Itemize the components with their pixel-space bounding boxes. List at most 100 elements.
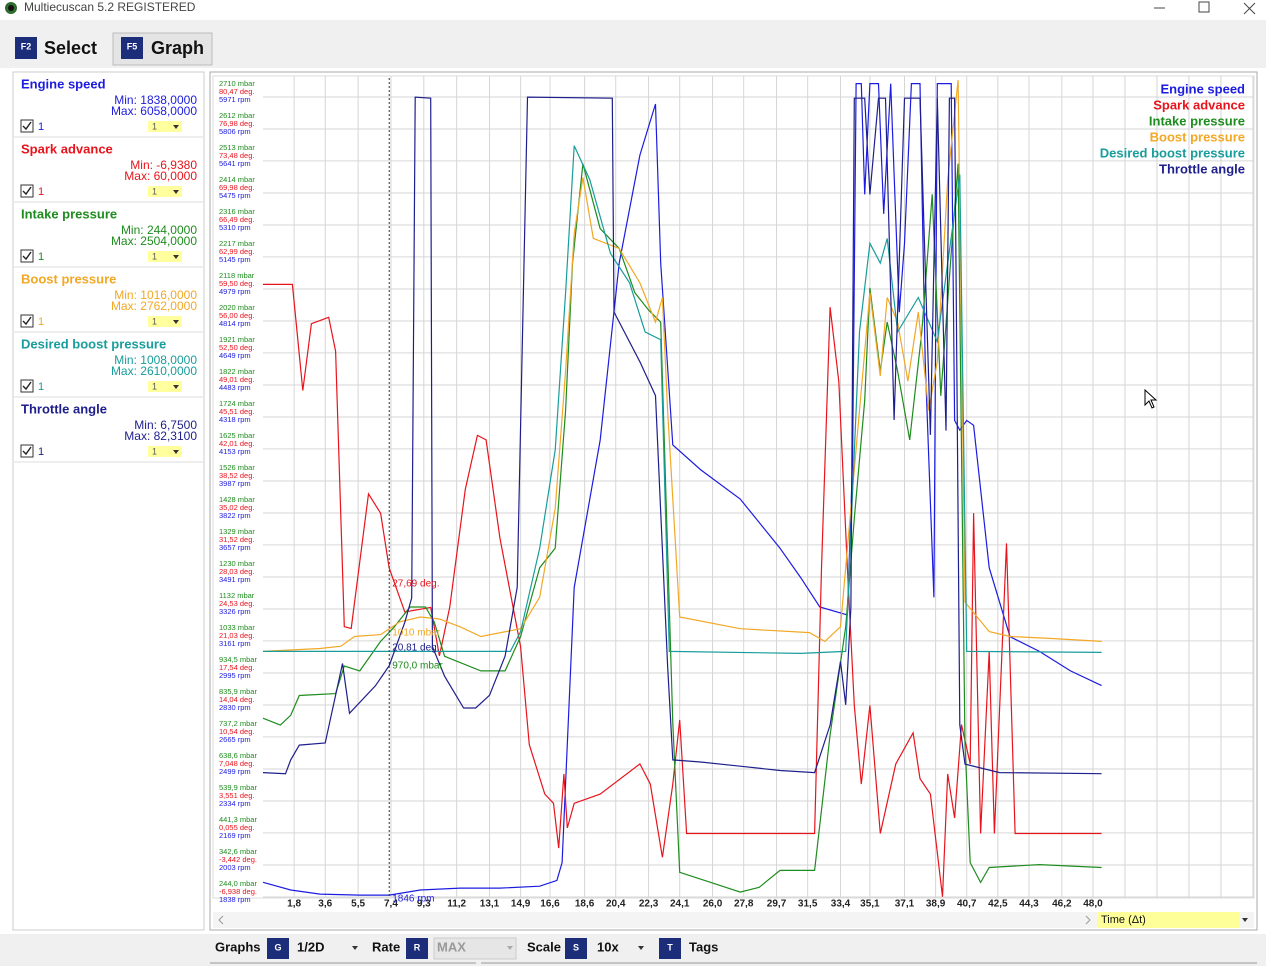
toolbar-value[interactable]: 10x xyxy=(597,939,619,954)
tab-key-label: F2 xyxy=(21,41,32,51)
y-tick-label: 441,3 mbar xyxy=(219,815,257,824)
channel-checkbox[interactable] xyxy=(20,314,34,328)
dropdown-arrow[interactable] xyxy=(638,946,644,950)
x-axis-selector[interactable] xyxy=(1097,912,1240,928)
channel-scale-box[interactable] xyxy=(148,186,182,197)
toolbar-label[interactable]: Tags xyxy=(689,939,718,954)
series-line xyxy=(263,283,1102,897)
legend-entry: Engine speed xyxy=(1160,81,1245,96)
plot-area xyxy=(212,75,1255,899)
y-tick-label: 4153 rpm xyxy=(219,447,251,456)
series-line xyxy=(262,83,1102,896)
check-mark xyxy=(22,251,32,261)
series-line xyxy=(262,80,1102,652)
y-tick-label: 1428 mbar xyxy=(219,495,255,504)
y-tick-label: 4318 rpm xyxy=(219,415,251,424)
rate-box xyxy=(433,937,517,960)
y-tick-label: 1033 mbar xyxy=(219,623,255,632)
y-tick-label: 2612 mbar xyxy=(219,111,255,120)
toolbar-label: Rate xyxy=(372,939,400,954)
channel-scale-box[interactable] xyxy=(148,121,182,132)
check-mark xyxy=(22,381,32,391)
x-tick-label: 37,1 xyxy=(895,899,915,910)
channel-scale-box[interactable] xyxy=(148,251,182,262)
channel-min: Min: 1016,0000 xyxy=(114,288,197,302)
y-tick-label: 1724 mbar xyxy=(219,399,255,408)
app-icon-core xyxy=(8,5,14,11)
dropdown-arrow[interactable] xyxy=(1242,918,1248,922)
dropdown-arrow xyxy=(173,255,179,259)
channel-min: Min: 1008,0000 xyxy=(114,353,197,367)
legend-entry: Spark advance xyxy=(1153,97,1245,112)
x-tick-label: 13,1 xyxy=(480,899,500,910)
channel-max: Max: 2504,0000 xyxy=(111,234,197,248)
x-tick-label: 46,2 xyxy=(1052,899,1072,910)
x-tick-label: 22,3 xyxy=(639,899,659,910)
dropdown-arrow xyxy=(173,450,179,454)
channel-scale-box[interactable] xyxy=(148,316,182,327)
legend-entry: Throttle angle xyxy=(1159,161,1245,176)
y-tick-label: -6,938 deg. xyxy=(219,887,257,896)
channel-checkbox[interactable] xyxy=(20,119,34,133)
y-tick-label: 66,49 deg. xyxy=(219,215,254,224)
close-button[interactable] xyxy=(1243,2,1256,15)
maximize-button[interactable] xyxy=(1198,1,1210,13)
y-tick-label: 1132 mbar xyxy=(219,591,255,600)
channel-checkbox[interactable] xyxy=(20,249,34,263)
scroll-right[interactable] xyxy=(1085,915,1091,925)
tab-label[interactable]: Graph xyxy=(151,38,204,58)
channel-scale: 1 xyxy=(152,251,157,261)
channel-check-label: 1 xyxy=(38,186,44,198)
x-tick-label: 20,4 xyxy=(606,899,626,910)
toolbar-key-label: G xyxy=(274,942,281,952)
y-tick-label: 80,47 deg. xyxy=(219,87,254,96)
y-tick-label: 5475 rpm xyxy=(219,191,251,200)
channel-scale-box[interactable] xyxy=(148,381,182,392)
toolbar xyxy=(0,934,1266,966)
y-tick-label: 38,52 deg. xyxy=(219,471,254,480)
dropdown-arrow xyxy=(507,946,513,950)
channel-max: Max: 2762,0000 xyxy=(111,299,197,313)
x-tick-label: 11,2 xyxy=(447,899,466,910)
x-tick-label: 42,5 xyxy=(988,899,1008,910)
tab-label[interactable]: Select xyxy=(44,38,97,58)
x-tick-label: 44,3 xyxy=(1019,899,1039,910)
scrollbar[interactable] xyxy=(213,912,1254,928)
x-tick-label: 33,4 xyxy=(831,899,851,910)
toolbar-key-label: R xyxy=(414,942,421,952)
check-mark xyxy=(22,316,32,326)
dropdown-arrow xyxy=(173,190,179,194)
channel-checkbox[interactable] xyxy=(20,379,34,393)
channel-check-label: 1 xyxy=(38,446,44,458)
scroll-left[interactable] xyxy=(218,915,224,925)
series-line xyxy=(262,163,1102,893)
dropdown-arrow[interactable] xyxy=(352,946,358,950)
y-tick-label: 342,6 mbar xyxy=(219,847,257,856)
y-tick-label: 69,98 deg. xyxy=(219,183,254,192)
channel-check-label: 1 xyxy=(38,121,44,133)
y-tick-label: 3822 rpm xyxy=(219,511,251,520)
channel-max: Max: 82,3100 xyxy=(124,429,197,443)
y-tick-label: 2003 rpm xyxy=(219,863,251,872)
channel-checkbox[interactable] xyxy=(20,184,34,198)
channel-max: Max: 60,0000 xyxy=(124,169,197,183)
y-tick-label: 17,54 deg. xyxy=(219,663,254,672)
y-tick-label: 42,01 deg. xyxy=(219,439,254,448)
legend-entry: Intake pressure xyxy=(1149,113,1245,128)
series-line xyxy=(262,96,1102,775)
channel-max: Max: 2610,0000 xyxy=(111,364,197,378)
cursor-label: 27,69 deg. xyxy=(392,579,439,590)
y-tick-label: 3161 rpm xyxy=(219,639,251,648)
channel-scale-box[interactable] xyxy=(148,446,182,457)
y-tick-label: 3657 rpm xyxy=(219,543,251,552)
y-tick-label: 5641 rpm xyxy=(219,159,251,168)
y-tick-label: 3,551 deg. xyxy=(219,791,254,800)
toolbar-value: MAX xyxy=(437,939,466,954)
channel-checkbox[interactable] xyxy=(20,444,34,458)
mouse-pointer xyxy=(1144,388,1158,409)
toolbar-key-label: T xyxy=(667,942,673,952)
toolbar-value[interactable]: 1/2D xyxy=(297,939,324,954)
y-tick-label: 52,50 deg. xyxy=(219,343,254,352)
y-tick-label: 2513 mbar xyxy=(219,143,255,152)
